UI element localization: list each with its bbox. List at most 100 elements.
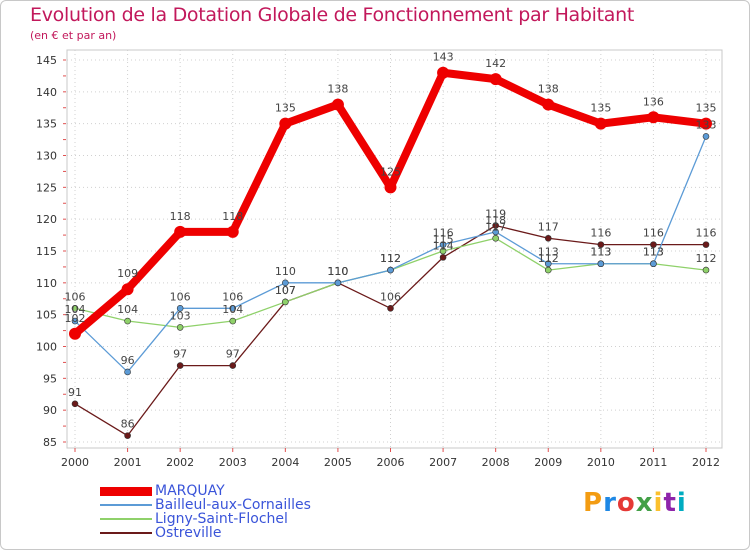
data-label: 112 [380, 252, 401, 265]
data-point [229, 317, 237, 325]
data-label: 110 [327, 265, 348, 278]
data-label: 91 [68, 386, 82, 399]
logo-letter: i [676, 488, 687, 518]
data-label: 110 [327, 265, 348, 278]
data-point [71, 400, 79, 408]
data-label: 106 [65, 290, 86, 303]
data-label: 114 [433, 239, 454, 252]
data-label: 116 [433, 227, 454, 240]
y-tick-label: 135 [36, 118, 57, 131]
data-label: 112 [696, 252, 717, 265]
y-tick-label: 85 [43, 436, 57, 449]
legend-item-marquay: MARQUAY [100, 484, 311, 498]
data-point [489, 73, 502, 86]
data-label: 135 [696, 102, 717, 115]
data-label: 135 [590, 102, 611, 115]
data-label: 135 [275, 102, 296, 115]
data-point [439, 254, 447, 261]
data-point [124, 368, 131, 376]
data-label: 110 [327, 265, 348, 278]
data-point [121, 283, 134, 296]
data-point [69, 327, 81, 340]
data-label: 138 [327, 83, 348, 96]
data-label: 104 [222, 303, 243, 316]
data-point [597, 260, 605, 268]
x-tick-label: 2006 [377, 456, 405, 469]
y-tick-label: 95 [43, 372, 57, 385]
data-label: 116 [590, 227, 611, 240]
data-label: 109 [117, 267, 138, 280]
y-tick-label: 115 [36, 245, 57, 258]
logo-letter: t [663, 488, 677, 518]
data-label: 117 [485, 220, 506, 233]
x-tick-label: 2007 [429, 456, 457, 469]
logo-letter: P [583, 488, 604, 518]
legend-label: Ligny-Saint-Flochel [155, 511, 288, 527]
data-label: 106 [222, 290, 243, 303]
data-point [331, 98, 344, 111]
x-tick-label: 2002 [166, 456, 194, 469]
data-point [174, 225, 187, 238]
data-point [544, 260, 552, 268]
data-point [71, 304, 79, 312]
data-label: 104 [117, 303, 138, 316]
legend-item-ostreville: Ostreville [100, 526, 311, 540]
data-label: 118 [485, 214, 506, 227]
x-tick-label: 2012 [692, 456, 720, 469]
data-point [71, 317, 79, 325]
data-point [384, 181, 397, 194]
data-point [650, 260, 657, 268]
data-label: 125 [380, 165, 401, 178]
data-point [229, 304, 237, 312]
data-label: 115 [433, 233, 454, 246]
data-point [702, 266, 710, 274]
x-tick-label: 2000 [61, 456, 89, 469]
data-point [176, 324, 184, 331]
data-point [597, 241, 605, 248]
data-point [334, 279, 342, 287]
data-label: 103 [170, 309, 191, 322]
logo-letter: r [603, 488, 617, 518]
x-tick-label: 2005 [324, 456, 352, 469]
y-tick-label: 100 [36, 341, 57, 354]
data-label: 119 [485, 208, 506, 221]
data-point [650, 241, 657, 248]
data-point [229, 362, 237, 369]
data-label: 143 [433, 51, 454, 64]
x-tick-label: 2001 [114, 456, 142, 469]
data-point [176, 304, 184, 312]
x-tick-label: 2003 [219, 456, 247, 469]
legend-swatch [100, 532, 152, 534]
data-label: 113 [643, 246, 664, 259]
data-label: 118 [170, 210, 191, 223]
y-tick-label: 120 [36, 213, 57, 226]
plot-area [66, 49, 723, 449]
legend-swatch [100, 518, 152, 520]
data-point [282, 279, 289, 287]
data-point [492, 228, 499, 236]
data-point [700, 117, 712, 130]
legend-swatch [100, 486, 152, 496]
data-label: 86 [121, 418, 135, 431]
data-label: 116 [696, 227, 717, 240]
data-label: 112 [380, 252, 401, 265]
y-tick-label: 145 [36, 54, 57, 67]
data-point [439, 247, 447, 255]
data-point [544, 234, 552, 242]
data-point [544, 266, 552, 274]
logo-letter: x [635, 488, 654, 518]
y-tick-label: 110 [36, 277, 57, 290]
proxiti-logo: Proxiti [583, 488, 687, 518]
y-tick-label: 125 [36, 181, 57, 194]
data-label: 117 [538, 220, 559, 233]
x-tick-label: 2010 [587, 456, 615, 469]
data-label: 107 [275, 284, 296, 297]
data-label: 113 [538, 246, 559, 259]
data-label: 96 [121, 354, 135, 367]
data-label: 118 [222, 210, 243, 223]
y-tick-label: 140 [36, 86, 57, 99]
data-label: 142 [485, 57, 506, 70]
data-point [702, 241, 710, 248]
data-label: 102 [65, 312, 86, 325]
